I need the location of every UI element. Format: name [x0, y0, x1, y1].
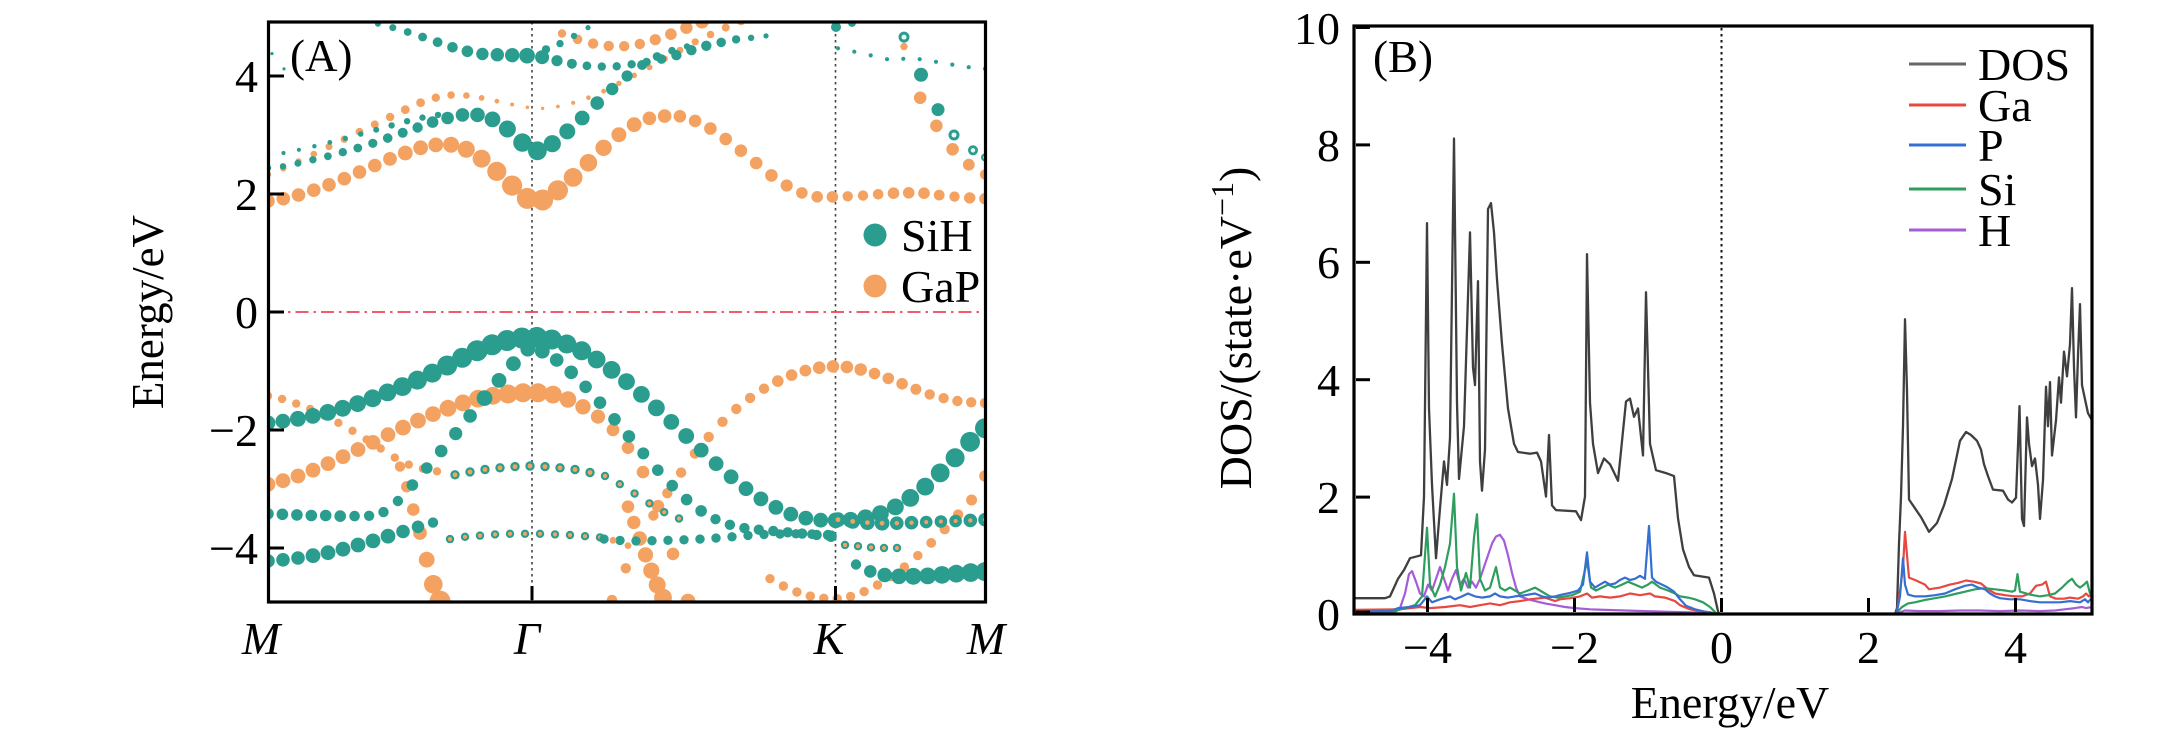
- svg-text:Energy/eV: Energy/eV: [1631, 677, 1829, 728]
- svg-text:8: 8: [1317, 120, 1340, 171]
- svg-text:4: 4: [235, 51, 258, 102]
- svg-text:4: 4: [1317, 355, 1340, 406]
- svg-text:Si: Si: [1978, 164, 2016, 215]
- svg-text:−2: −2: [209, 405, 258, 456]
- svg-text:2: 2: [1317, 472, 1340, 523]
- svg-text:−2: −2: [1550, 622, 1599, 673]
- svg-text:(B): (B): [1373, 32, 1433, 82]
- svg-text:SiH: SiH: [901, 210, 973, 261]
- svg-text:−4: −4: [209, 523, 258, 574]
- svg-text:DOS/(state·eV−1): DOS/(state·eV−1): [1204, 167, 1261, 490]
- svg-text:K: K: [813, 613, 847, 664]
- svg-text:4: 4: [2004, 622, 2027, 673]
- svg-text:M: M: [966, 613, 1008, 664]
- svg-text:2: 2: [1857, 622, 1880, 673]
- svg-text:10: 10: [1294, 3, 1340, 54]
- svg-text:Γ: Γ: [513, 613, 542, 664]
- svg-text:0: 0: [235, 287, 258, 338]
- svg-text:Energy/eV: Energy/eV: [123, 215, 173, 409]
- svg-text:−4: −4: [1403, 622, 1452, 673]
- svg-text:2: 2: [235, 169, 258, 220]
- svg-text:DOS: DOS: [1978, 39, 2070, 90]
- svg-text:P: P: [1978, 120, 2004, 171]
- svg-text:Ga: Ga: [1978, 80, 2032, 131]
- svg-text:0: 0: [1710, 622, 1733, 673]
- svg-text:GaP: GaP: [901, 261, 980, 312]
- svg-text:(A): (A): [290, 31, 352, 81]
- svg-text:H: H: [1978, 205, 2011, 256]
- svg-text:0: 0: [1317, 589, 1340, 640]
- svg-text:M: M: [241, 613, 283, 664]
- svg-text:6: 6: [1317, 237, 1340, 288]
